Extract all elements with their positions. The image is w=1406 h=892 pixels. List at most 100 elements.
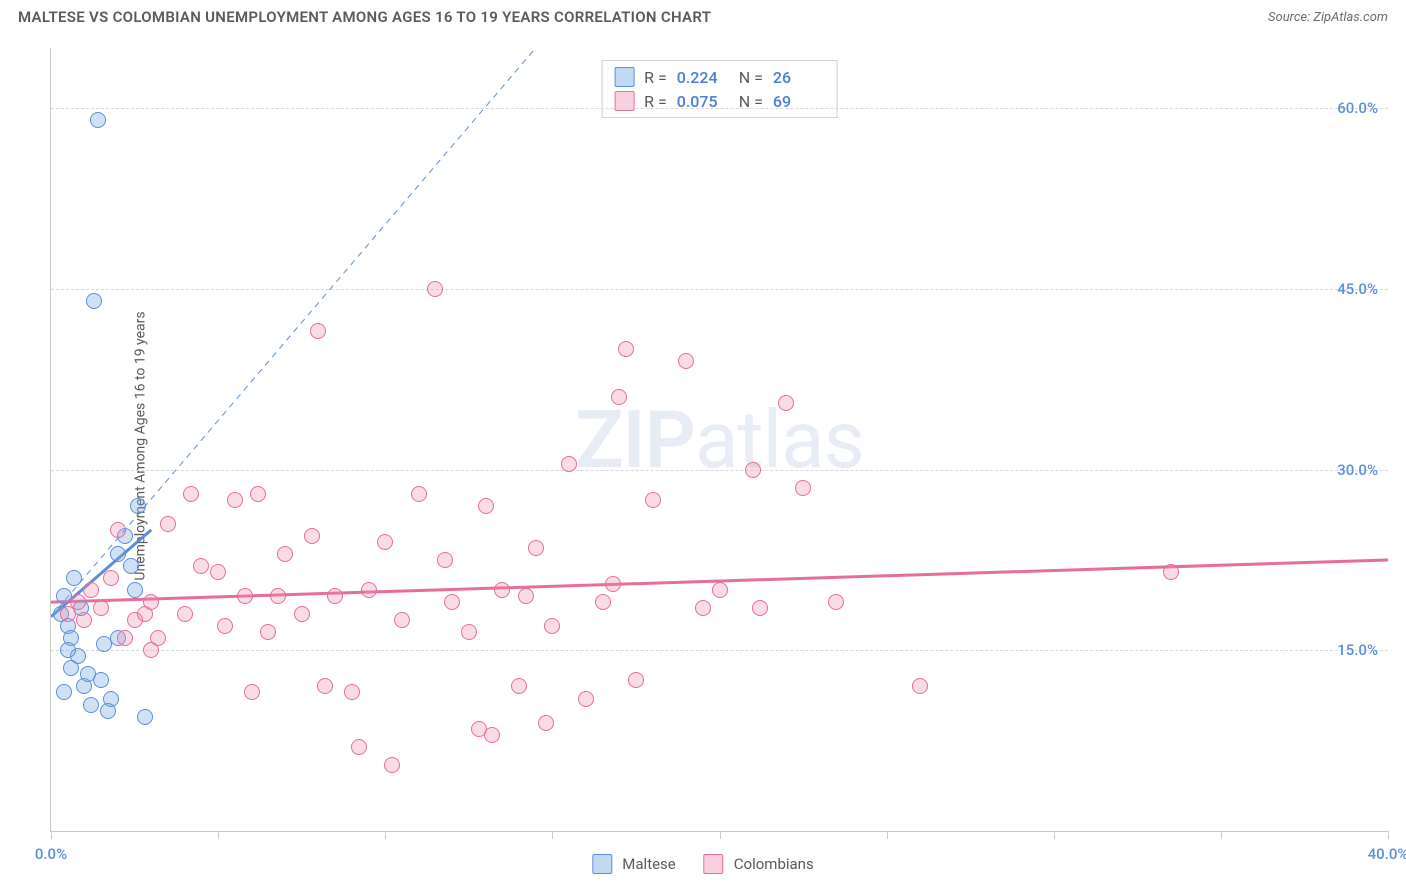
x-tick: [385, 831, 386, 839]
swatch-icon: [592, 854, 612, 874]
x-tick: [1054, 831, 1055, 839]
scatter-plot-area: ZIPatlas R = 0.224 N = 26 R = 0.075 N = …: [50, 48, 1388, 832]
data-point: [63, 660, 79, 676]
data-point: [317, 678, 333, 694]
data-point: [595, 594, 611, 610]
data-point: [478, 498, 494, 514]
chart-title: MALTESE VS COLOMBIAN UNEMPLOYMENT AMONG …: [18, 8, 711, 26]
data-point: [484, 727, 500, 743]
data-point: [745, 462, 761, 478]
data-point: [177, 606, 193, 622]
data-point: [361, 582, 377, 598]
n-label: N =: [739, 68, 763, 87]
data-point: [160, 516, 176, 532]
stats-row-colombians: R = 0.075 N = 69: [614, 89, 825, 113]
data-point: [752, 600, 768, 616]
data-point: [117, 630, 133, 646]
data-point: [712, 582, 728, 598]
chart-header: MALTESE VS COLOMBIAN UNEMPLOYMENT AMONG …: [0, 0, 1406, 30]
data-point: [143, 594, 159, 610]
legend-item-maltese: Maltese: [592, 854, 675, 874]
data-point: [411, 486, 427, 502]
x-tick: [1388, 831, 1389, 839]
data-point: [137, 709, 153, 725]
source-attribution: Source: ZipAtlas.com: [1268, 10, 1388, 25]
legend: Maltese Colombians: [592, 854, 813, 874]
data-point: [237, 588, 253, 604]
data-point: [270, 588, 286, 604]
data-point: [511, 678, 527, 694]
gridline: [51, 470, 1388, 471]
data-point: [561, 456, 577, 472]
stats-row-maltese: R = 0.224 N = 26: [614, 65, 825, 89]
swatch-icon: [614, 67, 634, 87]
data-point: [538, 715, 554, 731]
data-point: [217, 618, 233, 634]
data-point: [93, 672, 109, 688]
data-point: [605, 576, 621, 592]
swatch-icon: [704, 854, 724, 874]
data-point: [277, 546, 293, 562]
n-value-maltese: 26: [773, 68, 825, 87]
data-point: [130, 498, 146, 514]
watermark-text: ZIPatlas: [575, 393, 864, 487]
data-point: [83, 697, 99, 713]
legend-item-colombians: Colombians: [704, 854, 814, 874]
data-point: [110, 522, 126, 538]
x-tick: [51, 831, 52, 839]
data-point: [628, 672, 644, 688]
data-point: [384, 757, 400, 773]
data-point: [528, 540, 544, 556]
data-point: [183, 486, 199, 502]
legend-label: Colombians: [734, 855, 814, 873]
data-point: [611, 389, 627, 405]
data-point: [351, 739, 367, 755]
data-point: [60, 642, 76, 658]
x-tick: [218, 831, 219, 839]
y-tick-label: 30.0%: [1337, 461, 1378, 479]
data-point: [70, 594, 86, 610]
data-point: [578, 691, 594, 707]
data-point: [193, 558, 209, 574]
data-point: [103, 570, 119, 586]
data-point: [394, 612, 410, 628]
gridline: [51, 108, 1388, 109]
data-point: [110, 546, 126, 562]
data-point: [127, 582, 143, 598]
data-point: [66, 570, 82, 586]
data-point: [86, 293, 102, 309]
data-point: [618, 341, 634, 357]
data-point: [1163, 564, 1179, 580]
data-point: [828, 594, 844, 610]
data-point: [444, 594, 460, 610]
data-point: [76, 612, 92, 628]
data-point: [377, 534, 393, 550]
data-point: [90, 112, 106, 128]
data-point: [778, 395, 794, 411]
data-point: [294, 606, 310, 622]
data-point: [461, 624, 477, 640]
data-point: [544, 618, 560, 634]
data-point: [56, 684, 72, 700]
x-tick: [1221, 831, 1222, 839]
data-point: [210, 564, 226, 580]
data-point: [494, 582, 510, 598]
correlation-stats-box: R = 0.224 N = 26 R = 0.075 N = 69: [601, 60, 838, 118]
data-point: [244, 684, 260, 700]
data-point: [645, 492, 661, 508]
data-point: [123, 558, 139, 574]
data-point: [250, 486, 266, 502]
data-point: [143, 642, 159, 658]
legend-label: Maltese: [622, 855, 675, 873]
data-point: [227, 492, 243, 508]
data-point: [310, 323, 326, 339]
y-tick-label: 45.0%: [1337, 280, 1378, 298]
r-value-maltese: 0.224: [677, 68, 729, 87]
data-point: [427, 281, 443, 297]
r-label: R =: [644, 68, 667, 87]
y-tick-label: 15.0%: [1337, 641, 1378, 659]
x-tick: [887, 831, 888, 839]
x-tick-label: 0.0%: [35, 845, 67, 863]
gridline: [51, 650, 1388, 651]
data-point: [83, 582, 99, 598]
